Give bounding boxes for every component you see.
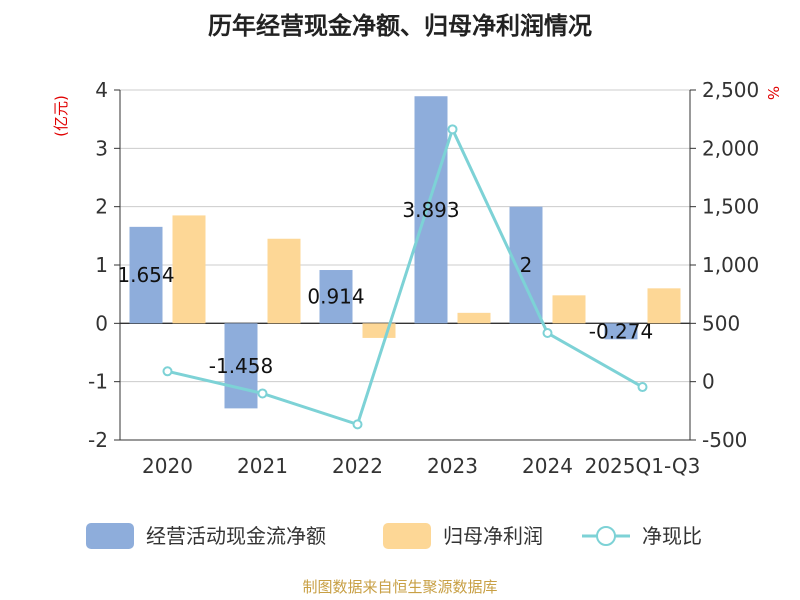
left-tick-label: 4 <box>95 78 108 102</box>
axes: -2 -1 0 1 2 3 4 -500 0 500 1,000 1,500 2,000 2,500 <box>88 78 759 452</box>
left-tick-label: -2 <box>88 428 108 452</box>
bars <box>129 96 681 409</box>
legend-swatch-ratio-marker <box>596 526 616 546</box>
right-tick-label: -500 <box>702 428 747 452</box>
legend-swatch-net-profit <box>383 523 431 549</box>
left-tick-label: 0 <box>95 311 108 335</box>
ratio-point <box>447 124 458 135</box>
cashflow-value-label: 1.654 <box>117 263 174 287</box>
net-profit-bar <box>172 215 206 324</box>
cashflow-bar <box>224 323 258 409</box>
x-tick-label: 2021 <box>237 454 288 478</box>
cashflow-bar <box>414 96 448 324</box>
right-axis-unit: % <box>764 86 782 100</box>
left-tick-label: 3 <box>95 136 108 160</box>
net-profit-bar <box>647 288 681 324</box>
net-profit-bar <box>552 295 586 324</box>
x-tick-label: 2022 <box>332 454 383 478</box>
net-profit-bar <box>267 238 301 324</box>
cashflow-value-label: 0.914 <box>307 285 364 309</box>
right-tick-label: 500 <box>702 311 740 335</box>
right-tick-label: 1,000 <box>702 253 759 277</box>
bar-labels: 1.654 -1.458 0.914 3.893 2 -0.274 <box>117 198 653 378</box>
cashflow-value-label: 2 <box>520 253 533 277</box>
legend-swatch-cashflow <box>86 523 134 549</box>
ratio-line <box>162 124 648 430</box>
right-tick-label: 2,000 <box>702 136 759 160</box>
ratio-point <box>352 419 363 430</box>
x-tick-label: 2024 <box>522 454 573 478</box>
ratio-point <box>162 366 173 377</box>
chart-title: 历年经营现金净额、归母净利润情况 <box>208 12 592 40</box>
x-tick-label: 2020 <box>142 454 193 478</box>
ratio-line-path <box>167 125 644 427</box>
cashflow-value-label: -1.458 <box>209 354 273 378</box>
left-tick-label: 2 <box>95 195 108 219</box>
legend[interactable]: 经营活动现金流净额 归母净利润 净现比 <box>86 523 702 549</box>
right-tick-label: 2,500 <box>702 78 759 102</box>
source-note: 制图数据来自恒生聚源数据库 <box>302 578 497 596</box>
cashflow-bar <box>319 270 353 324</box>
left-axis-unit: (亿元) <box>52 95 70 137</box>
left-tick-label: -1 <box>88 370 108 394</box>
ratio-point <box>637 382 648 393</box>
right-tick-label: 1,500 <box>702 195 759 219</box>
ratio-point <box>542 328 553 339</box>
cashflow-value-label: -0.274 <box>589 319 653 343</box>
legend-label-net-profit: 归母净利润 <box>443 524 543 548</box>
x-tick-label: 2025Q1-Q3 <box>585 454 701 478</box>
x-tick-labels: 2020 2021 2022 2023 2024 2025Q1-Q3 <box>142 454 700 478</box>
x-tick-label: 2023 <box>427 454 478 478</box>
cashflow-bar <box>129 226 163 324</box>
ratio-point <box>257 388 268 399</box>
cashflow-value-label: 3.893 <box>402 198 459 222</box>
left-tick-label: 1 <box>95 253 108 277</box>
legend-label-ratio: 净现比 <box>642 524 702 548</box>
legend-label-cashflow: 经营活动现金流净额 <box>146 524 326 548</box>
right-tick-label: 0 <box>702 370 715 394</box>
cashflow-bar <box>604 323 638 340</box>
net-profit-bar <box>457 312 491 324</box>
